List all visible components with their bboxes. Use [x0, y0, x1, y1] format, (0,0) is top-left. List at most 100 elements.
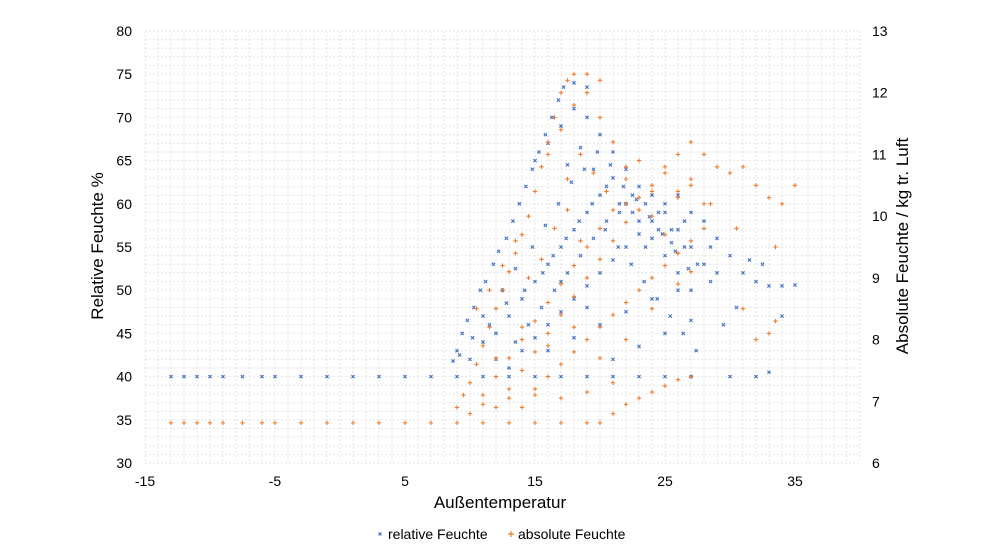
legend-label-absolute: absolute Feuchte	[518, 526, 626, 542]
data-point	[688, 176, 694, 182]
data-point	[623, 164, 629, 169]
data-point	[259, 420, 265, 426]
data-point	[543, 223, 548, 228]
data-point	[616, 245, 621, 249]
data-point	[608, 162, 613, 167]
data-point	[532, 386, 538, 392]
data-point	[585, 283, 589, 288]
data-point	[506, 269, 512, 274]
data-point	[676, 270, 680, 275]
data-point	[520, 296, 524, 301]
data-point	[507, 365, 511, 370]
data-point	[708, 245, 713, 249]
data-point	[559, 245, 563, 249]
data-point	[766, 331, 772, 336]
data-point	[481, 314, 485, 319]
data-point	[487, 325, 492, 330]
data-point	[454, 405, 460, 410]
data-point	[377, 374, 381, 379]
data-point	[461, 392, 466, 398]
data-point	[299, 374, 303, 379]
y2-tick-label: 7	[872, 393, 880, 409]
data-point	[708, 279, 713, 284]
data-point	[428, 420, 434, 426]
data-point	[530, 167, 535, 172]
data-point	[621, 184, 626, 189]
data-point	[637, 344, 641, 349]
data-point	[754, 374, 758, 379]
data-point	[533, 158, 537, 163]
data-point	[546, 262, 550, 267]
data-point	[637, 374, 641, 379]
data-point	[637, 184, 641, 189]
data-point	[611, 257, 615, 262]
data-point	[558, 90, 564, 95]
data-point	[689, 245, 693, 249]
data-point	[584, 389, 590, 395]
data-point	[656, 210, 661, 215]
data-point	[676, 227, 680, 232]
data-point	[487, 288, 492, 293]
data-point	[533, 374, 537, 379]
data-point	[493, 355, 499, 361]
data-point	[569, 180, 574, 185]
data-point	[578, 238, 583, 244]
data-point	[506, 386, 512, 392]
data-point	[540, 270, 545, 275]
y-tick-label: 45	[116, 325, 132, 341]
data-point	[650, 219, 654, 224]
data-point	[481, 374, 485, 379]
data-point	[656, 227, 661, 232]
data-point	[325, 374, 329, 379]
data-point	[740, 164, 746, 169]
data-point	[520, 348, 524, 353]
data-point	[561, 85, 566, 90]
y2-tick-label: 12	[872, 85, 888, 101]
data-point	[584, 420, 590, 426]
data-point	[195, 374, 199, 379]
data-point	[611, 149, 615, 154]
data-point	[773, 318, 778, 324]
right-y-axis-title: Absolute Feuchte / kg tr. Luft	[893, 138, 912, 355]
data-point	[552, 288, 557, 293]
data-point	[624, 167, 628, 172]
data-point	[572, 227, 576, 232]
data-point	[539, 257, 544, 262]
data-point	[402, 420, 408, 426]
data-point	[572, 296, 576, 301]
right-y-axis-ticks: 6 7 8 9 10 11 12 13	[872, 23, 888, 471]
data-point	[681, 331, 686, 336]
data-point	[350, 420, 356, 426]
data-point	[630, 210, 635, 215]
data-point	[604, 189, 609, 194]
data-point	[636, 158, 642, 163]
data-point	[597, 226, 603, 231]
data-point	[688, 269, 694, 274]
data-point	[526, 275, 531, 281]
data-point	[610, 312, 616, 318]
y-tick-label: 70	[116, 109, 132, 125]
data-point	[708, 201, 713, 206]
data-point	[571, 294, 577, 299]
data-point	[701, 152, 707, 157]
left-y-axis-title: Relative Feuchte %	[88, 172, 107, 319]
data-point	[584, 275, 590, 281]
y-tick-label: 50	[116, 282, 132, 298]
data-point	[689, 210, 693, 215]
data-point	[467, 380, 473, 385]
data-point	[701, 226, 707, 231]
data-point	[571, 263, 577, 268]
data-point	[728, 253, 732, 258]
data-point	[181, 420, 187, 426]
data-point	[545, 331, 551, 336]
data-point	[556, 201, 561, 206]
data-point	[753, 337, 759, 342]
data-point	[194, 420, 200, 426]
data-point	[565, 78, 570, 83]
data-point	[481, 340, 485, 345]
data-point	[532, 349, 538, 355]
data-point	[549, 115, 554, 120]
data-point	[597, 115, 603, 120]
data-point	[559, 124, 563, 129]
data-point	[493, 306, 499, 311]
